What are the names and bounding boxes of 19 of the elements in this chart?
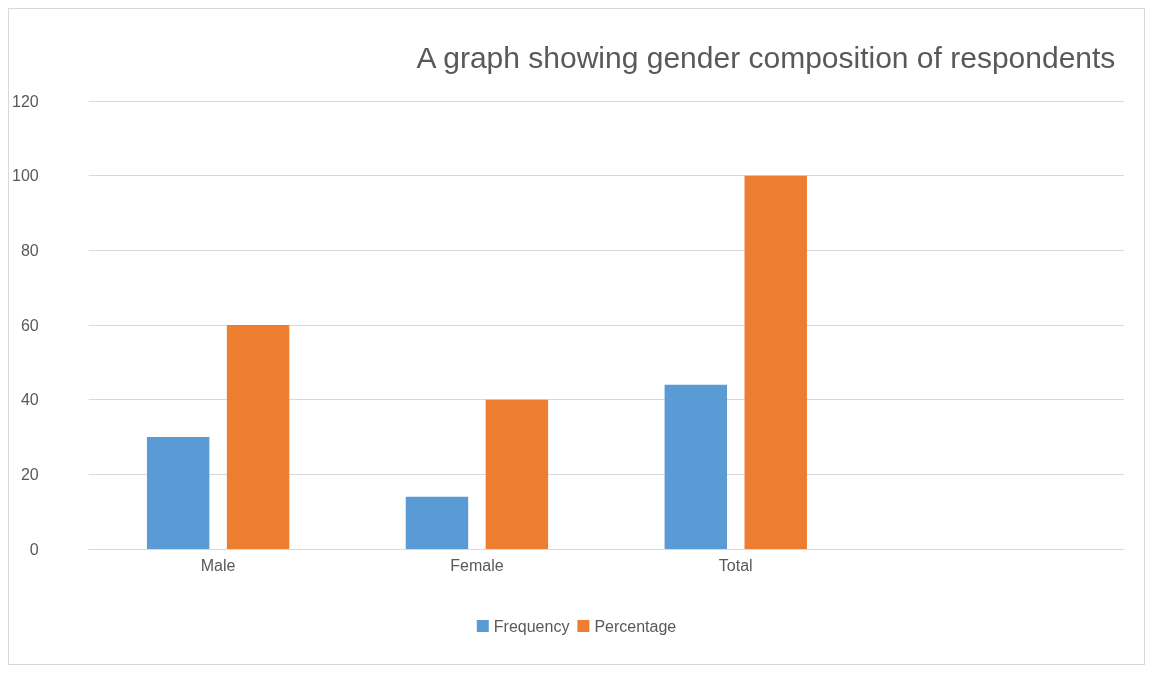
legend-label: Frequency bbox=[493, 617, 570, 635]
bar bbox=[226, 325, 290, 549]
y-tick-label: 100 bbox=[11, 167, 39, 185]
x-tick-label: Male bbox=[200, 556, 236, 574]
x-tick-label: Total bbox=[718, 556, 753, 574]
bar bbox=[405, 496, 469, 549]
y-tick-label: 40 bbox=[20, 391, 39, 409]
x-tick-label: Female bbox=[450, 556, 504, 574]
legend-label: Percentage bbox=[594, 617, 677, 635]
y-tick-label: 120 bbox=[11, 92, 39, 110]
y-tick-label: 0 bbox=[29, 540, 39, 558]
y-tick-label: 20 bbox=[20, 465, 39, 483]
chart-title: A graph showing gender composition of respondents bbox=[416, 40, 1116, 74]
bar bbox=[146, 437, 210, 549]
y-tick-label: 60 bbox=[20, 316, 39, 334]
bar bbox=[744, 175, 807, 549]
bar bbox=[485, 399, 549, 549]
bar bbox=[664, 384, 728, 549]
y-tick-label: 80 bbox=[20, 241, 39, 259]
